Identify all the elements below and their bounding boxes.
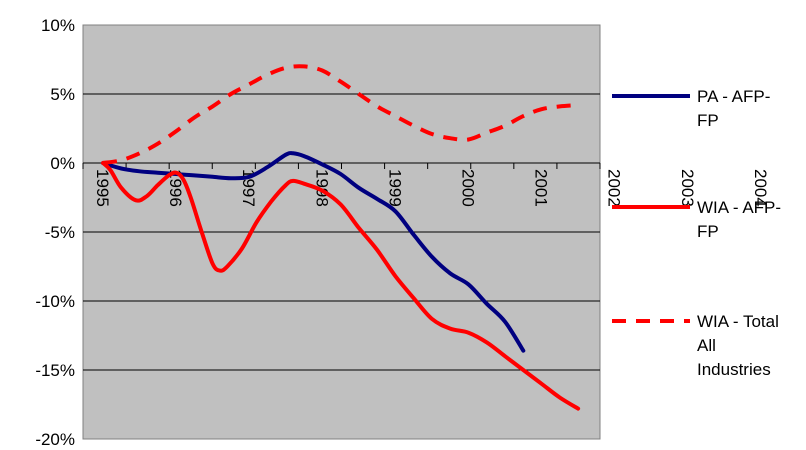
y-tick-label: -5% [45, 223, 75, 242]
y-tick-label: -10% [35, 292, 75, 311]
x-tick-label: 2002 [605, 169, 624, 207]
series-line-3 [102, 64, 579, 165]
y-tick-label: 0% [50, 154, 75, 173]
legend-label-2: WIA - AFP- [697, 198, 781, 217]
legend-label-2: FP [697, 222, 719, 241]
legend-label-3: Industries [697, 360, 771, 379]
y-tick-label: -15% [35, 361, 75, 380]
series-group [101, 64, 581, 411]
x-axis: 1995 1996 1997 1998 1999 2000 2001 2002 2003 2004… [82, 162, 770, 207]
x-tick-label: 2000 [459, 169, 478, 207]
legend-label-1: FP [697, 111, 719, 130]
y-tick-label: -20% [35, 430, 75, 449]
x-tick-label: 2003 [678, 169, 697, 207]
x-tick-label: 1999 [385, 169, 404, 207]
x-tick-label: 2004 [751, 169, 770, 207]
x-tick-label: 1995 [93, 169, 112, 207]
y-axis: 10% 5% 0% -5% -10% -15% -20% [35, 16, 75, 449]
y-tick-label: 10% [41, 16, 75, 35]
legend: PA - AFP- FP WIA - AFP- FP WIA - Total All Ind… [612, 87, 781, 379]
series-line-2 [101, 161, 581, 411]
x-tick-label: 1998 [312, 169, 331, 207]
legend-label-3: WIA - Total [697, 312, 779, 331]
legend-label-1: PA - AFP- [697, 87, 770, 106]
x-tick-label: 2001 [532, 169, 551, 207]
legend-label-3: All [697, 336, 716, 355]
y-tick-label: 5% [50, 85, 75, 104]
